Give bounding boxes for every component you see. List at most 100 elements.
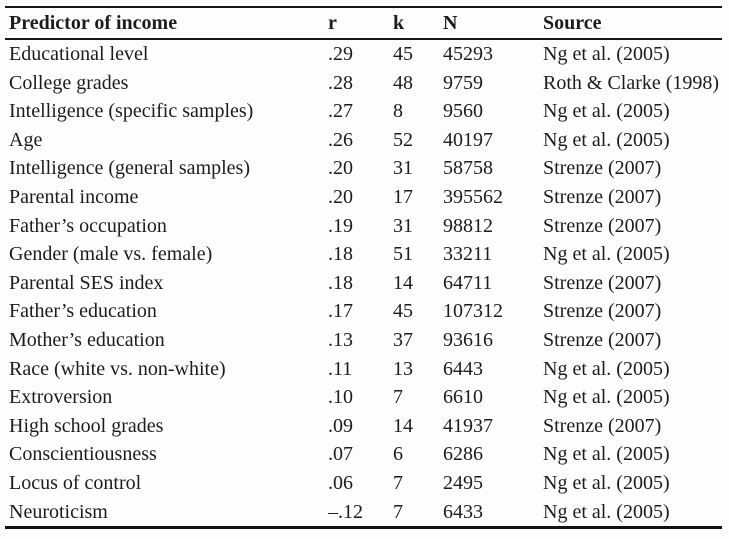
table-row: Mother’s education .13 37 93616 Strenze (200… xyxy=(5,326,722,355)
cell-predictor: Age xyxy=(9,128,43,151)
cell-r: –.12 xyxy=(328,500,363,523)
cell-source: Strenze (2007) xyxy=(543,214,662,237)
cell-source: Ng et al. (2005) xyxy=(543,43,670,65)
cell-predictor: Intelligence (general samples) xyxy=(9,157,250,180)
header-row: Predictor of income r k N Source xyxy=(5,7,722,40)
cell-source: Strenze (2007) xyxy=(543,300,662,323)
column-header-r: r xyxy=(328,7,393,40)
cell-source: Ng et al. (2005) xyxy=(543,128,670,151)
cell-r: .06 xyxy=(328,471,353,494)
cell-predictor: Father’s occupation xyxy=(9,214,167,237)
cell-k: 7 xyxy=(393,471,403,494)
cell-source: Ng et al. (2005) xyxy=(543,100,670,123)
cell-source: Strenze (2007) xyxy=(543,185,662,208)
cell-r: .18 xyxy=(328,243,353,266)
table-row: Race (white vs. non-white) .11 13 6443 Ng et… xyxy=(5,355,722,384)
cell-k: 6 xyxy=(393,443,403,466)
table-row: Father’s occupation .19 31 98812 Strenze (20… xyxy=(5,212,722,241)
cell-r: .17 xyxy=(328,300,353,323)
cell-source: Roth & Clarke (1998) xyxy=(543,71,720,94)
cell-n: 6443 xyxy=(443,357,483,380)
table-header: Predictor of income r k N Source xyxy=(5,7,722,40)
table-row: Father’s education .17 45 107312 Strenze (20… xyxy=(5,297,722,326)
column-header-source: Source xyxy=(543,7,722,40)
cell-r: .19 xyxy=(328,214,353,237)
cell-r: .28 xyxy=(328,71,353,94)
cell-predictor: Parental income xyxy=(9,185,139,208)
cell-source: Ng et al. (2005) xyxy=(543,357,670,380)
cell-n: 58758 xyxy=(443,157,493,180)
cell-predictor: Parental SES index xyxy=(9,271,164,294)
table-row: Conscientiousness .07 6 6286 Ng et al. (2005… xyxy=(5,440,722,469)
table-row: Age .26 52 40197 Ng et al. (2005) xyxy=(5,126,722,155)
table-row: Intelligence (specific samples) .27 8 9560 N… xyxy=(5,97,722,126)
cell-k: 45 xyxy=(393,300,413,323)
cell-r: .20 xyxy=(328,157,353,180)
cell-n: 41937 xyxy=(443,414,493,437)
cell-n: 64711 xyxy=(443,271,493,294)
cell-n: 107312 xyxy=(443,300,503,323)
table-body: Educational level .29 45 45293 Ng et al. (20… xyxy=(5,39,722,528)
cell-predictor: Extroversion xyxy=(9,386,113,409)
cell-source: Strenze (2007) xyxy=(543,157,662,180)
cell-r: .13 xyxy=(328,328,353,351)
cell-k: 37 xyxy=(393,328,413,351)
cell-k: 14 xyxy=(393,414,413,437)
cell-r: .29 xyxy=(328,43,353,65)
cell-k: 52 xyxy=(393,128,413,151)
cell-n: 9560 xyxy=(443,100,483,123)
cell-source: Ng et al. (2005) xyxy=(543,471,670,494)
cell-source: Ng et al. (2005) xyxy=(543,443,670,466)
cell-predictor: Mother’s education xyxy=(9,328,165,351)
cell-predictor: Intelligence (specific samples) xyxy=(9,100,254,123)
cell-r: .07 xyxy=(328,443,353,466)
cell-r: .27 xyxy=(328,100,353,123)
cell-n: 40197 xyxy=(443,128,493,151)
column-header-k: k xyxy=(393,7,443,40)
cell-source: Ng et al. (2005) xyxy=(543,386,670,409)
cell-n: 2495 xyxy=(443,471,483,494)
cell-k: 7 xyxy=(393,500,403,523)
cell-predictor: Neuroticism xyxy=(9,500,108,523)
cell-predictor: College grades xyxy=(9,71,129,94)
cell-n: 33211 xyxy=(443,243,493,266)
cell-predictor: Race (white vs. non-white) xyxy=(9,357,226,380)
cell-k: 17 xyxy=(393,185,413,208)
cell-k: 45 xyxy=(393,43,413,65)
column-header-n: N xyxy=(443,7,543,40)
cell-n: 6433 xyxy=(443,500,483,523)
cell-r: .10 xyxy=(328,386,353,409)
cell-k: 31 xyxy=(393,214,413,237)
table-row: Intelligence (general samples) .20 31 58758… xyxy=(5,154,722,183)
table-row: Parental income .20 17 395562 Strenze (2007) xyxy=(5,183,722,212)
cell-k: 14 xyxy=(393,271,413,294)
table-row: Neuroticism –.12 7 6433 Ng et al. (2005) xyxy=(5,498,722,528)
table-row: Locus of control .06 7 2495 Ng et al. (2005) xyxy=(5,469,722,498)
cell-predictor: Gender (male vs. female) xyxy=(9,243,213,266)
cell-r: .18 xyxy=(328,271,353,294)
cell-k: 8 xyxy=(393,100,403,123)
cell-k: 31 xyxy=(393,157,413,180)
cell-n: 45293 xyxy=(443,43,493,65)
cell-r: .11 xyxy=(328,357,353,380)
cell-r: .20 xyxy=(328,185,353,208)
cell-r: .26 xyxy=(328,128,353,151)
table-row: Parental SES index .18 14 64711 Strenze (200… xyxy=(5,269,722,298)
table-row: Gender (male vs. female) .18 51 33211 Ng et … xyxy=(5,240,722,269)
cell-predictor: Father’s education xyxy=(9,300,157,323)
column-header-predictor: Predictor of income xyxy=(5,7,328,40)
cell-r: .09 xyxy=(328,414,353,437)
cell-source: Ng et al. (2005) xyxy=(543,243,670,266)
table-row: Educational level .29 45 45293 Ng et al. (20… xyxy=(5,39,722,69)
cell-n: 93616 xyxy=(443,328,493,351)
cell-predictor: Locus of control xyxy=(9,471,142,494)
cell-source: Ng et al. (2005) xyxy=(543,500,670,523)
predictors-of-income-table: Predictor of income r k N Source Educati… xyxy=(5,6,722,530)
cell-k: 13 xyxy=(393,357,413,380)
cell-k: 51 xyxy=(393,243,413,266)
cell-n: 98812 xyxy=(443,214,493,237)
table-row: Extroversion .10 7 6610 Ng et al. (2005) xyxy=(5,383,722,412)
cell-source: Strenze (2007) xyxy=(543,414,662,437)
cell-predictor: Educational level xyxy=(9,43,149,65)
cell-source: Strenze (2007) xyxy=(543,328,662,351)
